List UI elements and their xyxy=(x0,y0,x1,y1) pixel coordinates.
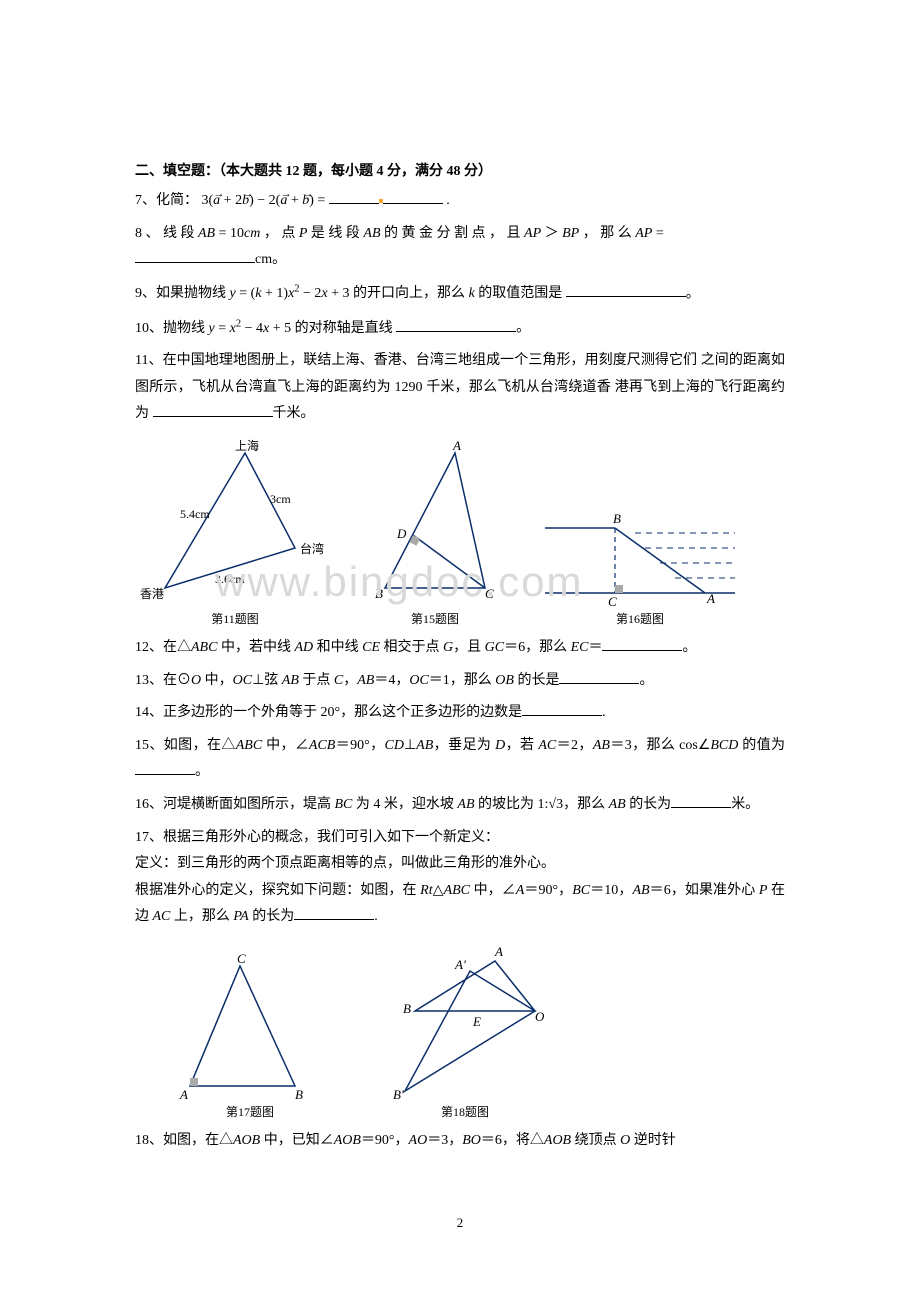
problem-14: 14、正多边形的一个外角等于 20°，那么这个正多边形的边数是. xyxy=(135,700,785,727)
q9-text: 9、如果抛物线 y = (k + 1)x2 − 2x + 3 的开口向上，那么 … xyxy=(135,286,562,301)
q13-blank xyxy=(559,669,639,684)
q11-blank xyxy=(153,402,273,417)
q14-text: 14、正多边形的一个外角等于 20°，那么这个正多边形的边数是 xyxy=(135,705,522,720)
q16-unit: 米。 xyxy=(731,797,759,812)
q7-suffix: . xyxy=(446,193,450,208)
label-B16: B xyxy=(613,511,621,526)
figure-15-svg: A B C D xyxy=(365,438,505,608)
label-A15: A xyxy=(452,438,461,453)
q7-formula: 3(a + 2b) − 2(a + b) = xyxy=(202,193,329,208)
q9-suffix: 。 xyxy=(686,286,700,301)
q16-text: 16、河堤横断面如图所示，堤高 BC 为 4 米，迎水坡 AB 的坡比为 1:√… xyxy=(135,797,671,812)
label-B15: B xyxy=(375,586,383,601)
label-Bp18: B' xyxy=(393,1087,404,1101)
label-C17: C xyxy=(237,951,246,966)
q7-blank-left xyxy=(329,189,379,204)
figure-15: A B C D 第15题图 xyxy=(365,438,505,627)
q14-blank xyxy=(522,701,602,716)
label-d1: 5.4cm xyxy=(180,507,210,521)
problem-7: 7、化简： 3(a + 2b) − 2(a + b) = . xyxy=(135,188,785,215)
q7-prefix: 7、化简： xyxy=(135,193,198,208)
q10-blank xyxy=(396,317,516,332)
problem-10: 10、抛物线 y = x2 − 4x + 5 的对称轴是直线 。 xyxy=(135,314,785,342)
figure-11-caption: 第11题图 xyxy=(211,610,259,627)
q17-b: 定义：到三角形的两个顶点距离相等的点，叫做此三角形的准外心。 xyxy=(135,856,555,871)
q12-text: 12、在△ABC 中，若中线 AD 和中线 CE 相交于点 G，且 GC＝6，那… xyxy=(135,640,602,655)
label-E18: E xyxy=(472,1014,481,1029)
q12-blank xyxy=(602,636,682,651)
q17-blank xyxy=(294,905,374,920)
page-number: 2 xyxy=(135,1215,785,1231)
q10-suffix: 。 xyxy=(516,321,530,336)
q15-text: 15、如图，在△ABC 中，∠ACB＝90°，CD⊥AB，垂足为 D，若 AC＝… xyxy=(135,738,785,753)
q16-blank xyxy=(671,793,731,808)
label-shanghai: 上海 xyxy=(235,438,259,453)
q10-text: 10、抛物线 y = x2 − 4x + 5 的对称轴是直线 xyxy=(135,321,393,336)
problem-9: 9、如果抛物线 y = (k + 1)x2 − 2x + 3 的开口向上，那么 … xyxy=(135,280,785,308)
q13-text: 13、在⊙O 中，OC⊥弦 AB 于点 C，AB＝4，OC＝1，那么 OB 的长… xyxy=(135,673,559,688)
label-taiwan: 台湾 xyxy=(300,541,324,556)
q7-blank-right xyxy=(383,189,443,204)
q11-line1: 11、在中国地理地图册上，联结上海、香港、台湾三地组成一个三角形，用刻度尺测得它… xyxy=(135,353,697,368)
problem-8: 8 、 线 段 AB = 10cm ， 点 P 是 线 段 AB 的 黄 金 分… xyxy=(135,221,785,274)
label-A18: A xyxy=(494,944,503,959)
label-d3: 3.6cm xyxy=(215,572,245,586)
label-d2: 3cm xyxy=(270,492,291,506)
label-A17: A xyxy=(179,1087,188,1101)
figure-row-2: C A B 第17题图 O A A' B E B' 第18题图 xyxy=(135,941,785,1120)
problem-13: 13、在⊙O 中，OC⊥弦 AB 于点 C，AB＝4，OC＝1，那么 OB 的长… xyxy=(135,668,785,695)
q17-a: 17、根据三角形外心的概念，我们可引入如下一个新定义： xyxy=(135,830,499,845)
figure-16-svg: B C A xyxy=(535,478,745,608)
label-O18: O xyxy=(535,1009,545,1024)
figure-11: 上海 台湾 香港 5.4cm 3cm 3.6cm 第11题图 xyxy=(135,438,335,627)
figure-11-svg: 上海 台湾 香港 5.4cm 3cm 3.6cm xyxy=(135,438,335,608)
q18-text: 18、如图，在△AOB 中，已知∠AOB＝90°，AO＝3，BO＝6，将△AOB… xyxy=(135,1133,676,1148)
label-Ap18: A' xyxy=(454,957,466,972)
problem-16: 16、河堤横断面如图所示，堤高 BC 为 4 米，迎水坡 AB 的坡比为 1:√… xyxy=(135,792,785,819)
figure-18-svg: O A A' B E B' xyxy=(375,941,555,1101)
figure-18-caption: 第18题图 xyxy=(441,1103,489,1120)
figure-18: O A A' B E B' 第18题图 xyxy=(375,941,555,1120)
figure-17-caption: 第17题图 xyxy=(226,1103,274,1120)
figure-15-caption: 第15题图 xyxy=(411,610,459,627)
figure-row-1: 上海 台湾 香港 5.4cm 3cm 3.6cm 第11题图 A B C xyxy=(135,438,785,627)
q8-blank xyxy=(135,248,255,263)
label-hongkong: 香港 xyxy=(140,587,164,601)
q8-unit: cm。 xyxy=(255,252,286,267)
label-B18: B xyxy=(403,1001,411,1016)
problem-12: 12、在△ABC 中，若中线 AD 和中线 CE 相交于点 G，且 GC＝6，那… xyxy=(135,635,785,662)
figure-16-caption: 第16题图 xyxy=(616,610,664,627)
problem-11: 11、在中国地理地图册上，联结上海、香港、台湾三地组成一个三角形，用刻度尺测得它… xyxy=(135,348,785,428)
label-C15: C xyxy=(485,586,494,601)
q17-c: 根据准外心的定义，探究如下问题：如图，在 Rt△ABC 中，∠A＝90°，BC＝… xyxy=(135,883,785,925)
label-D15: D xyxy=(396,526,407,541)
problem-15: 15、如图，在△ABC 中，∠ACB＝90°，CD⊥AB，垂足为 D，若 AC＝… xyxy=(135,733,785,786)
label-B17: B xyxy=(295,1087,303,1101)
label-C16: C xyxy=(608,594,617,608)
q11-unit: 千米。 xyxy=(273,406,315,421)
q9-blank xyxy=(566,282,686,297)
q15-blank xyxy=(135,760,195,775)
figure-17: C A B 第17题图 xyxy=(175,951,325,1120)
page-container: 二、填空题：（本大题共 12 题，每小题 4 分，满分 48 分） 7、化简： … xyxy=(0,0,920,1271)
section-header: 二、填空题：（本大题共 12 题，每小题 4 分，满分 48 分） xyxy=(135,160,785,180)
label-A16: A xyxy=(706,591,715,606)
figure-16: B C A 第16题图 xyxy=(535,478,745,627)
q8-text: 8 、 线 段 AB = 10cm ， 点 P 是 线 段 AB 的 黄 金 分… xyxy=(135,226,664,241)
problem-17: 17、根据三角形外心的概念，我们可引入如下一个新定义： 定义：到三角形的两个顶点… xyxy=(135,825,785,931)
figure-17-svg: C A B xyxy=(175,951,325,1101)
problem-18: 18、如图，在△AOB 中，已知∠AOB＝90°，AO＝3，BO＝6，将△AOB… xyxy=(135,1128,785,1155)
